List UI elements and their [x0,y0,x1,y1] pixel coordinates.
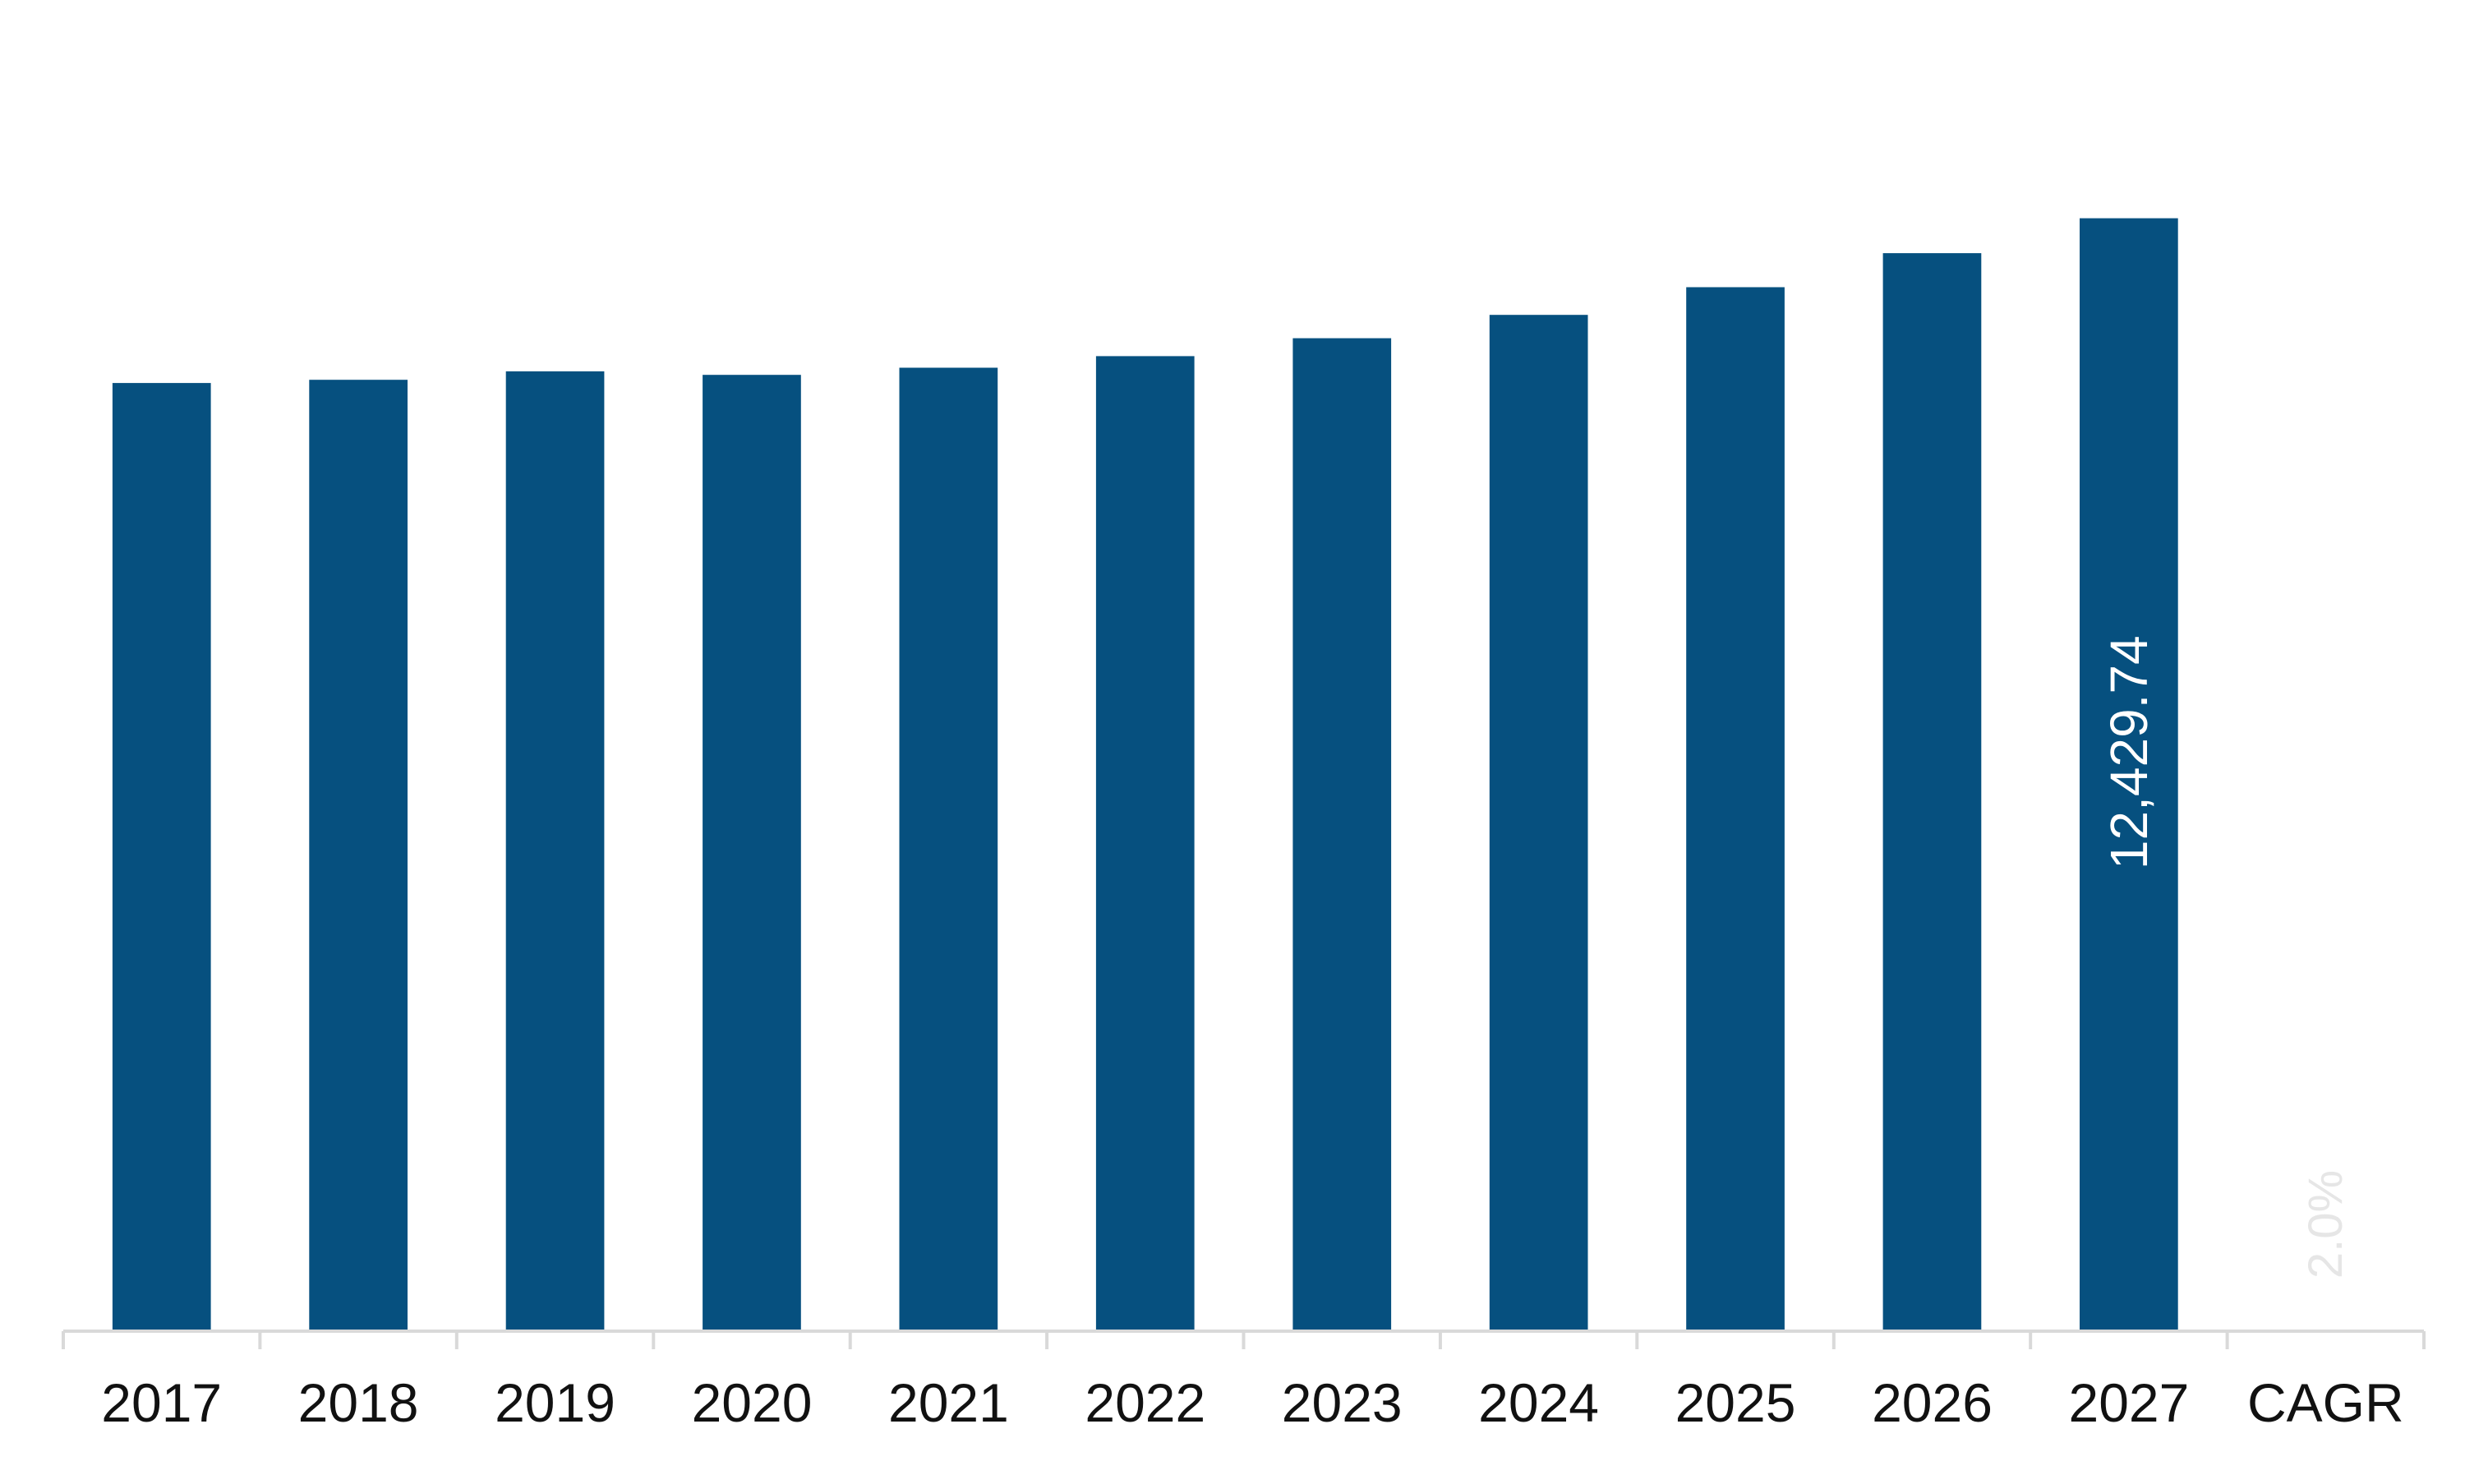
x-tick-label-2026: 2026 [1872,1372,1993,1433]
x-tick-label-2018: 2018 [298,1372,419,1433]
bar-2023 [1292,338,1392,1332]
bar-2022 [1095,356,1195,1331]
x-axis [62,1330,2426,1349]
data-label-2027: 12,429.74 [2099,635,2159,869]
x-tick-label-2025: 2025 [1675,1372,1796,1433]
x-tick-label-2019: 2019 [495,1372,615,1433]
bar-2017 [112,383,211,1332]
x-tick-label-2027: 2027 [2068,1372,2189,1433]
x-tick-label-2021: 2021 [888,1372,1009,1433]
bar-2020 [703,375,801,1332]
x-tick-labels: 2017 2018 2019 2020 2021 2022 2023 2024 2025 2026… [101,1372,2403,1433]
bar-2026 [1882,253,1982,1332]
bar-2018 [309,380,408,1332]
x-tick-label-2023: 2023 [1282,1372,1403,1433]
data-labels: 12,429.74 2.0% [2099,635,2352,1279]
bars-layer [112,218,2178,1332]
data-label-CAGR: 2.0% [2299,1170,2352,1279]
x-tick-label-CAGR: CAGR [2247,1372,2404,1433]
bar-2021 [899,367,998,1331]
x-tick-label-2020: 2020 [692,1372,813,1433]
bar-2019 [505,371,605,1331]
x-tick-label-2022: 2022 [1085,1372,1205,1433]
x-tick-label-2017: 2017 [101,1372,222,1433]
x-tick-label-2024: 2024 [1478,1372,1599,1433]
bar-2025 [1686,287,1785,1331]
bar-2024 [1489,315,1588,1332]
bar-2027 [2080,218,2178,1332]
